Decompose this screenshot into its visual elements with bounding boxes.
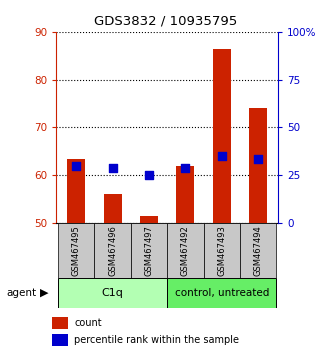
- Point: [183, 165, 188, 171]
- Point: [219, 153, 224, 159]
- FancyBboxPatch shape: [58, 223, 94, 278]
- Text: GSM467494: GSM467494: [254, 225, 262, 276]
- Point: [256, 156, 261, 161]
- FancyBboxPatch shape: [167, 278, 276, 308]
- Text: GSM467492: GSM467492: [181, 225, 190, 276]
- Point: [110, 165, 115, 171]
- Text: percentile rank within the sample: percentile rank within the sample: [74, 335, 239, 345]
- Point: [73, 163, 79, 169]
- FancyBboxPatch shape: [167, 223, 204, 278]
- Text: C1q: C1q: [102, 288, 123, 298]
- FancyBboxPatch shape: [240, 223, 276, 278]
- Point: [146, 172, 152, 178]
- Text: ▶: ▶: [40, 288, 49, 298]
- FancyBboxPatch shape: [58, 278, 167, 308]
- Text: agent: agent: [7, 288, 37, 298]
- Bar: [52, 317, 68, 329]
- Text: GSM467495: GSM467495: [72, 225, 81, 276]
- Bar: [249, 108, 267, 223]
- Bar: [52, 334, 68, 346]
- Bar: [176, 166, 194, 223]
- Text: count: count: [74, 318, 102, 328]
- FancyBboxPatch shape: [204, 223, 240, 278]
- Text: GSM467497: GSM467497: [144, 225, 154, 276]
- Text: GDS3832 / 10935795: GDS3832 / 10935795: [94, 14, 237, 27]
- Bar: [67, 159, 85, 223]
- Text: GSM467493: GSM467493: [217, 225, 226, 276]
- Text: control, untreated: control, untreated: [174, 288, 269, 298]
- Text: GSM467496: GSM467496: [108, 225, 117, 276]
- FancyBboxPatch shape: [94, 223, 131, 278]
- FancyBboxPatch shape: [131, 223, 167, 278]
- Bar: [213, 48, 231, 223]
- Bar: [140, 216, 158, 223]
- Bar: [104, 194, 122, 223]
